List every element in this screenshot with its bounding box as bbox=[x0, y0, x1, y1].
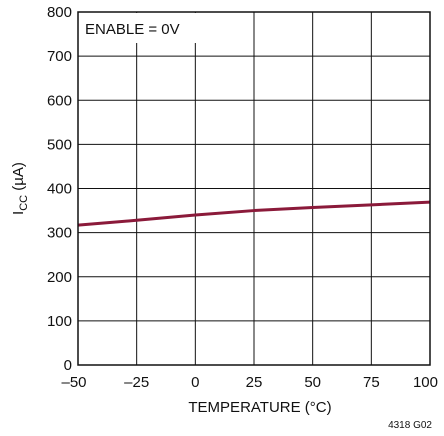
plot-frame bbox=[77, 11, 431, 366]
y-tick-label: 500 bbox=[47, 136, 72, 153]
x-axis-label: TEMPERATURE (°C) bbox=[188, 399, 331, 416]
series-line bbox=[77, 200, 431, 227]
y-tick-label: 400 bbox=[47, 181, 72, 198]
y-tick-label: 800 bbox=[47, 4, 72, 21]
annotation-box: ENABLE = 0V bbox=[79, 13, 196, 43]
y-tick-label: 200 bbox=[47, 269, 72, 286]
x-tick-label: –50 bbox=[61, 374, 86, 391]
y-axis-label-main: I bbox=[10, 211, 27, 215]
x-tick-label: 25 bbox=[246, 374, 263, 391]
y-tick-label: 600 bbox=[47, 92, 72, 109]
figure-id: 4318 G02 bbox=[388, 420, 432, 431]
x-tick-label: 75 bbox=[363, 374, 380, 391]
annotation-label: ENABLE = 0V bbox=[85, 21, 180, 38]
y-axis-label-subscript: CC bbox=[18, 195, 30, 211]
x-tick-label: 50 bbox=[304, 374, 321, 391]
x-tick-labels: –50 –25 0 25 50 75 100 bbox=[61, 374, 438, 391]
x-tick-label: 100 bbox=[413, 374, 438, 391]
x-tick-label: –25 bbox=[124, 374, 149, 391]
y-tick-label: 0 bbox=[64, 357, 72, 374]
series-group bbox=[77, 200, 431, 227]
y-tick-labels: 0 100 200 300 400 500 600 700 800 bbox=[47, 4, 72, 374]
grid-lines bbox=[77, 11, 431, 366]
y-axis-label-unit: (µA) bbox=[10, 162, 27, 195]
y-tick-label: 700 bbox=[47, 48, 72, 65]
y-tick-label: 100 bbox=[47, 313, 72, 330]
x-tick-label: 0 bbox=[191, 374, 199, 391]
annotation-background bbox=[79, 13, 196, 43]
y-tick-label: 300 bbox=[47, 225, 72, 242]
y-axis-label: ICC (µA) bbox=[10, 162, 30, 215]
